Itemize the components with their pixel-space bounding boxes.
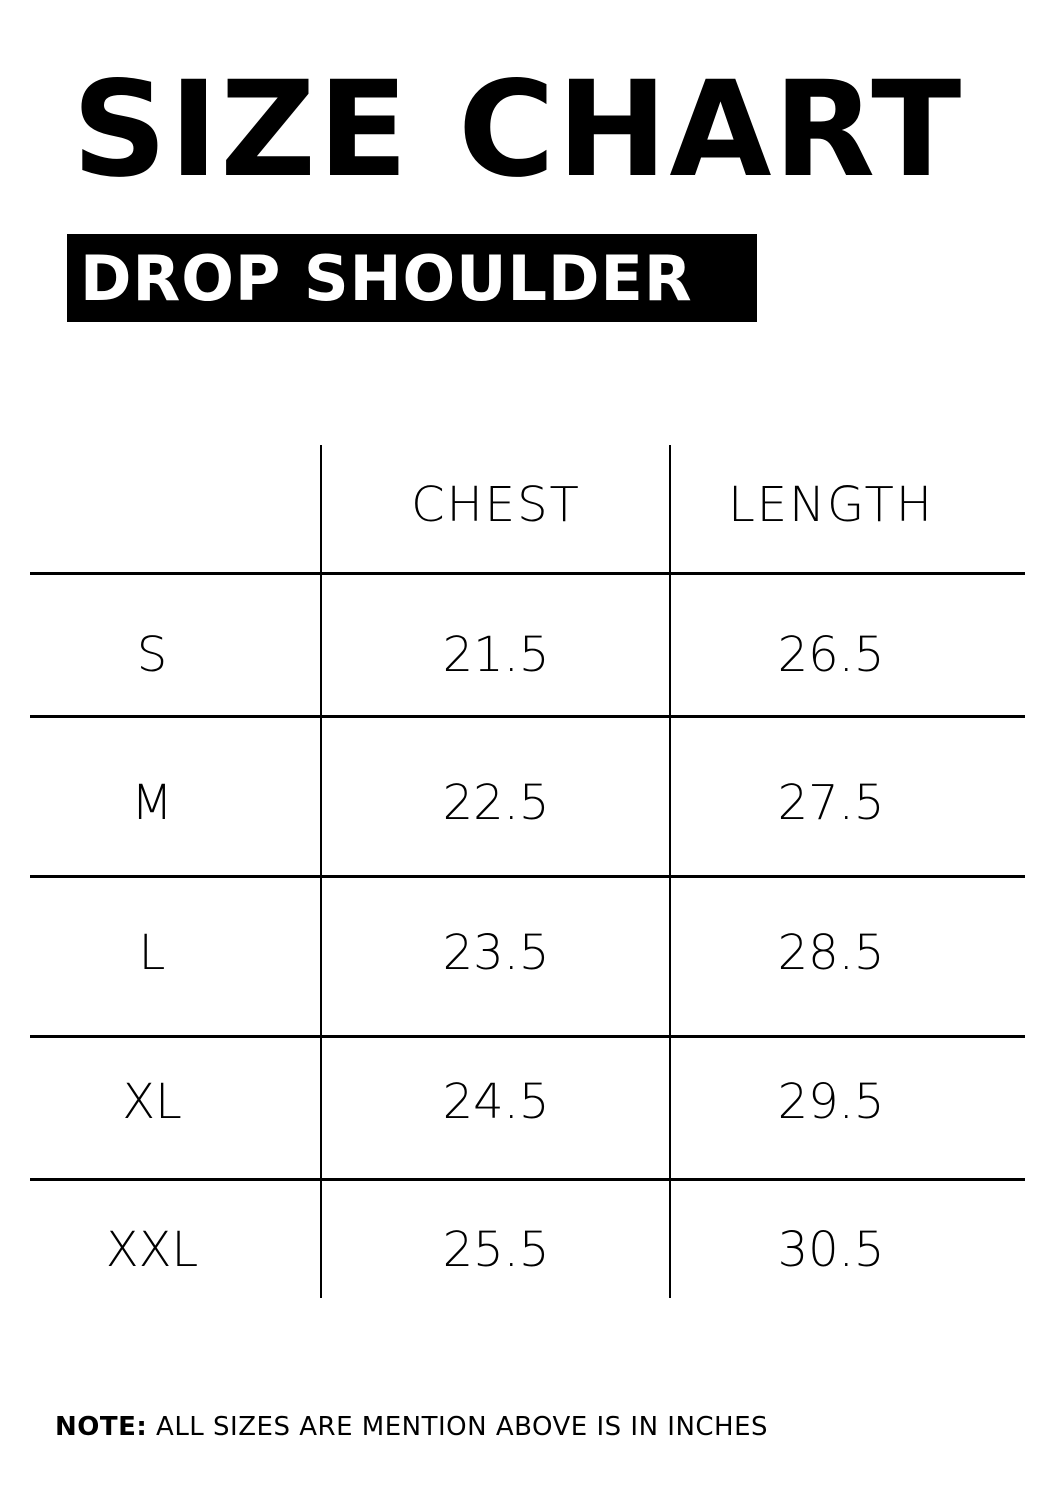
row-divider: [30, 1178, 1025, 1181]
cell-chest: 23.5: [442, 925, 550, 981]
cell-size: L: [138, 925, 166, 981]
row-divider: [30, 1035, 1025, 1038]
note: NOTE: ALL SIZES ARE MENTION ABOVE IS IN …: [55, 1410, 768, 1444]
cell-chest: 22.5: [442, 775, 550, 831]
cell-size: XL: [122, 1074, 182, 1130]
cell-length: 30.5: [777, 1222, 885, 1278]
header-length: LENGTH: [728, 477, 934, 533]
column-divider: [669, 445, 671, 1298]
row-divider: [30, 572, 1025, 575]
cell-size: S: [136, 627, 168, 683]
note-text: ALL SIZES ARE MENTION ABOVE IS IN INCHES: [147, 1412, 769, 1442]
subtitle-banner: [67, 234, 757, 322]
column-divider: [320, 445, 322, 1298]
cell-size: M: [131, 775, 173, 831]
cell-length: 29.5: [777, 1074, 885, 1130]
cell-length: 28.5: [777, 925, 885, 981]
cell-chest: 21.5: [442, 627, 550, 683]
header-chest: CHEST: [411, 477, 581, 533]
row-divider: [30, 875, 1025, 878]
subtitle: DROP SHOULDER: [80, 242, 693, 315]
cell-length: 26.5: [777, 627, 885, 683]
note-label: NOTE:: [55, 1412, 148, 1442]
cell-size: XXL: [105, 1222, 199, 1278]
row-divider: [30, 715, 1025, 718]
page-title: SIZE CHART: [72, 53, 964, 207]
cell-chest: 24.5: [442, 1074, 550, 1130]
cell-length: 27.5: [777, 775, 885, 831]
cell-chest: 25.5: [442, 1222, 550, 1278]
